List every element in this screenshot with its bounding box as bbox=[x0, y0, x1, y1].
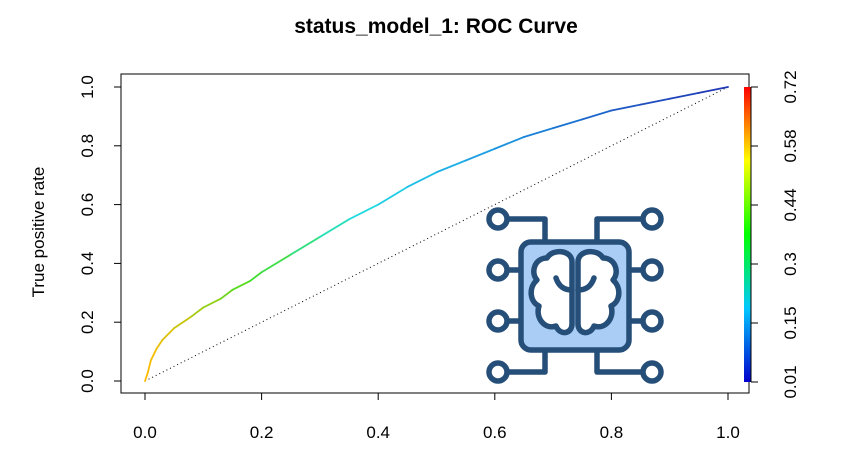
roc-curve-segment bbox=[147, 359, 152, 374]
colorbar-axis: 0.01 0.15 0.3 0.44 0.58 0.72 bbox=[750, 70, 800, 399]
roc-curve-segment bbox=[249, 271, 263, 282]
roc-curve-segment bbox=[219, 288, 234, 300]
x-tick-label: 0.0 bbox=[133, 423, 157, 442]
roc-curve-segment bbox=[348, 203, 380, 221]
roc-curve-segment bbox=[289, 236, 321, 256]
y-tick-label: 0.0 bbox=[78, 369, 97, 393]
brain-chip-icon bbox=[486, 207, 664, 384]
roc-curve-segment bbox=[610, 103, 642, 112]
roc-curve-segment bbox=[260, 253, 292, 274]
y-axis-label: True positive rate bbox=[29, 167, 48, 298]
colorbar-tick-label: 0.72 bbox=[781, 70, 800, 103]
roc-curve-segment bbox=[144, 371, 149, 382]
chart-title: status_model_1: ROC Curve bbox=[294, 15, 578, 38]
roc-curve-segment bbox=[173, 315, 193, 329]
roc-curve-segment bbox=[523, 127, 554, 138]
y-tick-label: 0.6 bbox=[78, 193, 97, 217]
colorbar bbox=[744, 87, 751, 382]
plot-frame bbox=[120, 73, 750, 394]
roc-curve-segment bbox=[493, 136, 525, 150]
colorbar-tick-label: 0.3 bbox=[781, 252, 800, 276]
x-tick-label: 0.4 bbox=[366, 423, 390, 442]
x-tick-label: 1.0 bbox=[716, 423, 740, 442]
y-tick-label: 0.2 bbox=[78, 310, 97, 334]
y-tick-label: 0.4 bbox=[78, 252, 97, 276]
roc-curve-segment bbox=[318, 218, 350, 238]
colorbar-tick-label: 0.58 bbox=[781, 129, 800, 162]
x-tick-label: 0.6 bbox=[483, 423, 507, 442]
y-tick-label: 1.0 bbox=[78, 75, 97, 99]
roc-curve-segment bbox=[155, 338, 164, 350]
reference-diagonal-line bbox=[144, 86, 729, 382]
y-tick-label: 0.8 bbox=[78, 134, 97, 158]
roc-curve-segment bbox=[639, 97, 671, 106]
roc-curve-segment bbox=[464, 147, 496, 162]
x-tick-label: 0.8 bbox=[600, 423, 624, 442]
roc-curve-segment bbox=[552, 118, 584, 130]
roc-curve-segment bbox=[202, 297, 222, 309]
roc-curve-series bbox=[144, 86, 729, 382]
roc-curve-segment bbox=[231, 280, 251, 291]
roc-curve-segment bbox=[190, 306, 205, 318]
roc-curve-segment bbox=[697, 86, 729, 94]
roc-curve-segment bbox=[377, 186, 409, 206]
colorbar-tick-label: 0.01 bbox=[781, 365, 800, 398]
roc-curve-segment bbox=[581, 109, 613, 121]
roc-curve-segment bbox=[406, 171, 438, 188]
roc-curve-segment bbox=[149, 347, 158, 362]
roc-curve-segment bbox=[435, 159, 467, 174]
roc-curve-segment bbox=[161, 327, 176, 341]
colorbar-tick-label: 0.15 bbox=[781, 306, 800, 339]
x-tick-label: 0.2 bbox=[250, 423, 274, 442]
x-axis: 0.0 0.2 0.4 0.6 0.8 1.0 bbox=[133, 392, 740, 442]
colorbar-tick-label: 0.44 bbox=[781, 188, 800, 221]
y-axis: 0.0 0.2 0.4 0.6 0.8 1.0 bbox=[78, 75, 122, 393]
roc-curve-segment bbox=[668, 91, 700, 100]
